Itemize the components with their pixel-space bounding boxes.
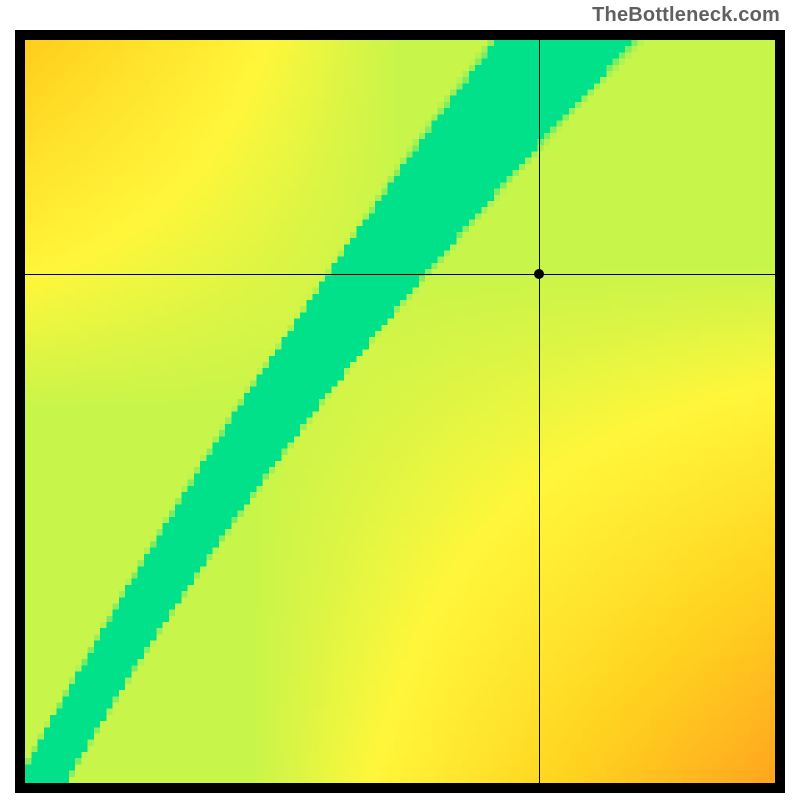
crosshair-vertical	[539, 40, 540, 783]
crosshair-horizontal	[25, 274, 775, 275]
crosshair-dot	[534, 269, 544, 279]
heatmap-canvas	[25, 40, 775, 783]
plot-frame	[15, 30, 785, 793]
attribution-text: TheBottleneck.com	[592, 4, 780, 27]
plot-area	[25, 40, 775, 783]
